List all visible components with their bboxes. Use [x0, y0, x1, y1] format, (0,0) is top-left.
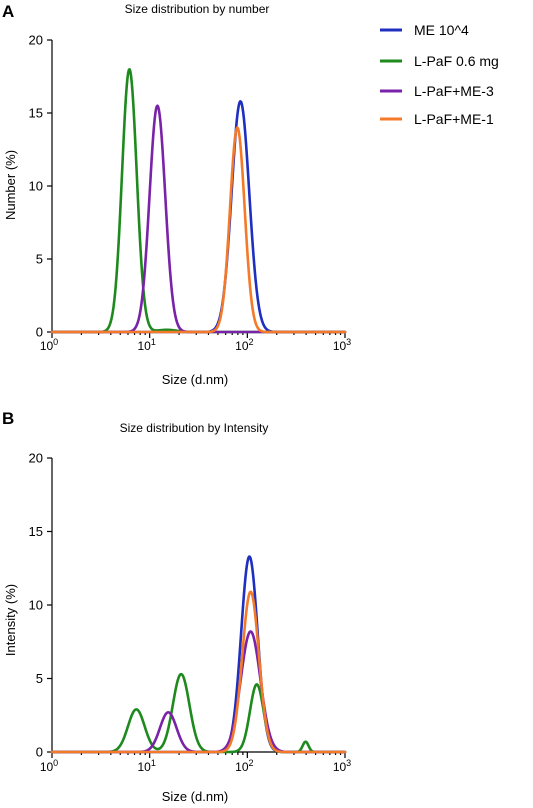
- series-line-l-paf-me-1: [50, 126, 347, 334]
- x-tick-label: 100: [40, 337, 58, 353]
- series-line-me-10-4: [50, 555, 347, 754]
- series-line-l-paf-me-3: [50, 104, 347, 334]
- y-tick-label: 10: [29, 179, 43, 194]
- x-axis-label: Size (d.nm): [162, 789, 228, 804]
- legend-label: L-PaF 0.6 mg: [414, 53, 499, 69]
- series-line-l-paf-0-6-mg: [50, 672, 347, 754]
- y-axis-label: Intensity (%): [3, 584, 18, 656]
- series-line-me-10-4: [50, 100, 347, 334]
- plot-area: [50, 68, 347, 334]
- y-tick-label: 0: [36, 325, 43, 340]
- panel-letter: B: [2, 409, 14, 428]
- series-line-l-paf-0-6-mg: [50, 68, 347, 334]
- x-tick-label: 103: [333, 337, 351, 353]
- plot-area: [50, 555, 347, 754]
- x-tick-label: 103: [333, 758, 351, 774]
- x-tick-label: 102: [235, 758, 253, 774]
- legend-item: L-PaF+ME-3: [380, 83, 494, 99]
- legend-item: L-PaF+ME-1: [380, 111, 494, 127]
- chart-title: Size distribution by number: [125, 2, 270, 16]
- y-tick-label: 0: [36, 745, 43, 760]
- series-line-l-paf-me-1: [50, 590, 347, 754]
- y-tick-label: 5: [36, 252, 43, 267]
- legend-item: L-PaF 0.6 mg: [380, 53, 499, 69]
- y-tick-label: 20: [29, 451, 43, 466]
- series-line-l-paf-me-3: [50, 630, 347, 754]
- x-tick-label: 101: [137, 758, 155, 774]
- axes: 0 5 10 15 20 100 101 102 103: [29, 33, 352, 354]
- x-axis-label: Size (d.nm): [162, 372, 228, 387]
- legend-item: ME 10^4: [380, 22, 469, 38]
- panel-a: A Size distribution by number Number (%)…: [2, 2, 351, 387]
- legend-label: L-PaF+ME-3: [414, 83, 494, 99]
- chart-title: Size distribution by Intensity: [120, 421, 269, 435]
- axes: 0 5 10 15 20 100 101 102 103: [29, 451, 352, 775]
- x-tick-label: 100: [40, 758, 58, 774]
- legend-label: ME 10^4: [414, 22, 469, 38]
- y-tick-label: 20: [29, 33, 43, 48]
- y-tick-label: 15: [29, 106, 43, 121]
- y-tick-label: 15: [29, 524, 43, 539]
- panel-b: B Size distribution by Intensity Intensi…: [2, 409, 351, 804]
- x-tick-label: 102: [235, 337, 253, 353]
- x-tick-label: 101: [137, 337, 155, 353]
- legend: ME 10^4 L-PaF 0.6 mg L-PaF+ME-3 L-PaF+ME…: [380, 22, 499, 127]
- y-tick-label: 10: [29, 598, 43, 613]
- legend-label: L-PaF+ME-1: [414, 111, 494, 127]
- y-axis-label: Number (%): [3, 150, 18, 220]
- panel-letter: A: [2, 2, 14, 21]
- y-tick-label: 5: [36, 671, 43, 686]
